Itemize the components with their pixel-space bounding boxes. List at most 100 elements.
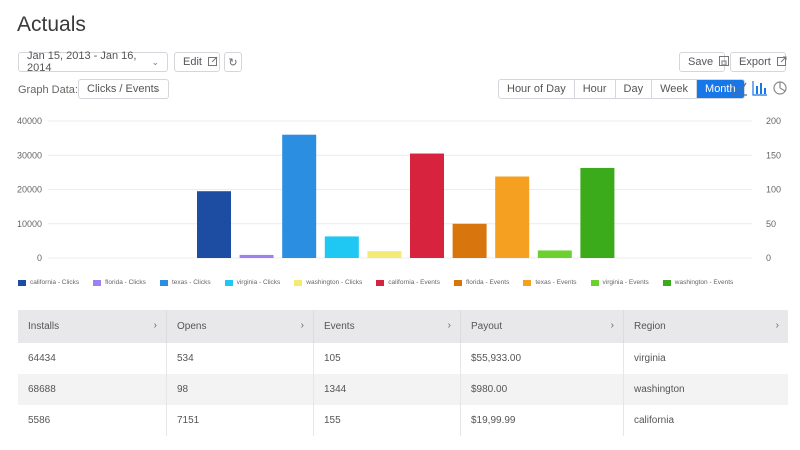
table-cell: 1344 — [313, 374, 461, 405]
save-icon — [719, 55, 730, 69]
tab-month[interactable]: Month — [697, 80, 744, 98]
table-cell: virginia — [634, 353, 666, 364]
column-header-events[interactable]: Events › — [313, 310, 461, 343]
tab-hour[interactable]: Hour — [575, 80, 616, 98]
bar[interactable] — [537, 250, 572, 258]
legend-item[interactable]: virginia - Events — [590, 279, 649, 286]
legend-item[interactable]: texas - Events — [523, 279, 577, 286]
tab-day[interactable]: Day — [616, 80, 653, 98]
bar[interactable] — [452, 223, 487, 258]
legend-item[interactable]: virginia - Clicks — [224, 279, 281, 286]
chevron-right-icon: › — [300, 320, 304, 331]
pie-chart-icon[interactable] — [772, 80, 788, 96]
legend-swatch — [93, 279, 102, 286]
export-button[interactable]: Export — [730, 52, 787, 72]
bar[interactable] — [495, 176, 530, 258]
table-cell: $55,933.00 — [460, 343, 624, 374]
legend-swatch — [662, 279, 671, 286]
data-table: Installs › Opens › Events › Payout › Region ›… — [18, 310, 788, 436]
column-header-label: Installs — [28, 321, 60, 332]
y2-tick-label: 200 — [766, 116, 781, 126]
legend-swatch — [159, 279, 168, 286]
legend-swatch — [453, 279, 462, 286]
y-tick-label: 20000 — [17, 185, 42, 195]
legend-item[interactable]: california - Clicks — [18, 279, 79, 286]
legend-swatch — [590, 279, 599, 286]
column-header-label: Payout — [471, 321, 503, 332]
column-header-payout[interactable]: Payout › — [460, 310, 624, 343]
table-cell: 64434 — [18, 343, 167, 374]
column-header-installs[interactable]: Installs › — [18, 310, 167, 343]
legend-label: florida - Events — [465, 279, 510, 286]
legend-item[interactable]: washington - Clicks — [294, 279, 362, 286]
bar[interactable] — [367, 251, 402, 258]
table-cell: 7151 — [166, 405, 314, 436]
legend-item[interactable]: washington - Events — [662, 279, 734, 286]
column-header-label: Events — [324, 321, 355, 332]
date-range-dropdown[interactable]: Jan 15, 2013 - Jan 16, 2014 ⌄ — [18, 50, 168, 74]
table-cell: 68688 — [18, 374, 167, 405]
legend-label: florida - Clicks — [105, 279, 146, 286]
table-row[interactable]: 68688 98 1344 $980.00 washington — [18, 374, 788, 405]
tab-week[interactable]: Week — [652, 80, 698, 98]
table-cell: washington — [623, 374, 788, 405]
bar[interactable] — [282, 134, 317, 258]
edit-label: Edit — [183, 56, 202, 68]
legend-label: texas - Events — [535, 279, 577, 286]
y2-tick-label: 0 — [766, 253, 771, 263]
chevron-right-icon: › — [153, 320, 157, 331]
bar-chart: 0 0 10000 50 20000 100 30000 150 40000 200 — [17, 116, 781, 263]
y2-tick-label: 100 — [766, 185, 781, 195]
legend-item[interactable]: texas - Clicks — [159, 279, 211, 286]
chevron-down-icon: ⌄ — [153, 84, 161, 94]
table-cell: 105 — [313, 343, 461, 374]
edit-button[interactable]: Edit — [174, 52, 220, 72]
legend-swatch — [18, 279, 26, 286]
save-label: Save — [688, 56, 714, 68]
chevron-right-icon: › — [447, 320, 451, 331]
edit-icon — [207, 56, 218, 69]
legend-label: virginia - Clicks — [236, 279, 281, 286]
bar[interactable] — [410, 153, 444, 258]
graph-data-label: Graph Data: — [18, 84, 78, 96]
legend-label: california - Events — [388, 279, 440, 286]
column-header-opens[interactable]: Opens › — [166, 310, 314, 343]
table-row[interactable]: 5586 7151 155 $19,99.99 california — [18, 405, 788, 436]
y-tick-label: 10000 — [17, 219, 42, 229]
chevron-down-icon: ⌄ — [151, 57, 159, 67]
legend-swatch — [376, 279, 385, 286]
table-cell: 155 — [313, 405, 461, 436]
chevron-right-icon: › — [775, 320, 779, 331]
legend-item[interactable]: california - Events — [376, 279, 440, 286]
bar-chart-icon[interactable] — [752, 80, 768, 96]
y-tick-label: 30000 — [17, 150, 42, 160]
chevron-right-icon: › — [610, 320, 614, 331]
table-cell: $980.00 — [460, 374, 624, 405]
chart-legend: california - Clicks florida - Clicks texas… — [18, 279, 788, 286]
bar[interactable] — [197, 191, 231, 258]
refresh-icon: ↻ — [228, 56, 238, 69]
export-icon — [776, 56, 787, 69]
bar[interactable] — [324, 236, 359, 258]
tab-hour-of-day[interactable]: Hour of Day — [499, 80, 575, 98]
bar[interactable] — [239, 254, 274, 258]
table-cell: california — [634, 415, 675, 426]
legend-label: texas - Clicks — [171, 279, 211, 286]
table-row[interactable]: 64434 534 105 $55,933.00 virginia — [18, 343, 788, 374]
table-cell: 534 — [166, 343, 314, 374]
table-cell: 5586 — [18, 405, 167, 436]
y-tick-label: 0 — [37, 253, 42, 263]
line-chart-icon[interactable] — [732, 80, 748, 96]
legend-label: washington - Clicks — [306, 279, 363, 286]
refresh-button[interactable]: ↻ — [224, 52, 242, 72]
legend-item[interactable]: florida - Events — [453, 279, 510, 286]
bar[interactable] — [580, 167, 615, 258]
column-header-region[interactable]: Region › — [623, 310, 788, 343]
legend-label: washington - Events — [674, 279, 734, 286]
graph-data-value: Clicks / Events — [87, 83, 160, 95]
legend-swatch — [523, 279, 532, 286]
date-range-label: Jan 15, 2013 - Jan 16, 2014 — [27, 50, 137, 74]
save-button[interactable]: Save — [679, 52, 730, 72]
graph-data-dropdown[interactable]: Clicks / Events ⌄ — [78, 79, 169, 99]
legend-item[interactable]: florida - Clicks — [93, 279, 146, 286]
